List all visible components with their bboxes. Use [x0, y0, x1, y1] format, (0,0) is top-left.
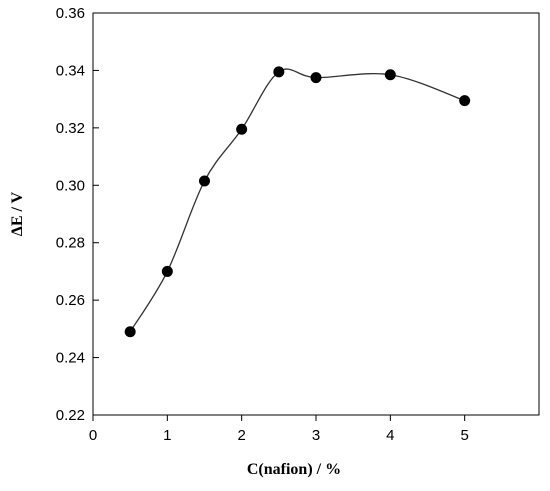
data-point	[199, 175, 210, 187]
x-tick-label: 3	[312, 427, 320, 444]
x-tick-label: 0	[89, 427, 97, 444]
x-tick-label: 5	[460, 427, 468, 444]
data-point	[124, 326, 136, 338]
y-axis-ticks: 0.22 0.24 0.26 0.28 0.30 0.32 0.34 0.36	[56, 5, 99, 424]
y-tick-label: 0.34	[56, 62, 85, 79]
x-tick-label: 4	[386, 427, 394, 444]
y-tick-label: 0.26	[56, 292, 85, 309]
x-tick-label: 1	[163, 427, 171, 444]
data-point	[310, 72, 322, 84]
y-axis-title: ΔE / V	[9, 191, 26, 236]
x-axis-title: C(nafion) / %	[247, 461, 341, 478]
y-tick-label: 0.24	[56, 350, 85, 367]
data-point	[459, 95, 471, 107]
x-axis-ticks: 0 1 2 3 4 5	[89, 415, 469, 444]
data-point	[273, 66, 285, 78]
y-tick-label: 0.32	[56, 120, 85, 137]
y-tick-label: 0.22	[56, 407, 85, 424]
y-tick-label: 0.28	[56, 235, 85, 252]
series-line	[129, 68, 465, 333]
data-point	[384, 69, 396, 81]
data-point	[161, 265, 173, 277]
data-point	[236, 123, 248, 135]
y-tick-label: 0.36	[56, 5, 85, 22]
y-tick-label: 0.30	[56, 177, 85, 194]
x-tick-label: 2	[237, 427, 245, 444]
series-markers	[124, 66, 471, 338]
